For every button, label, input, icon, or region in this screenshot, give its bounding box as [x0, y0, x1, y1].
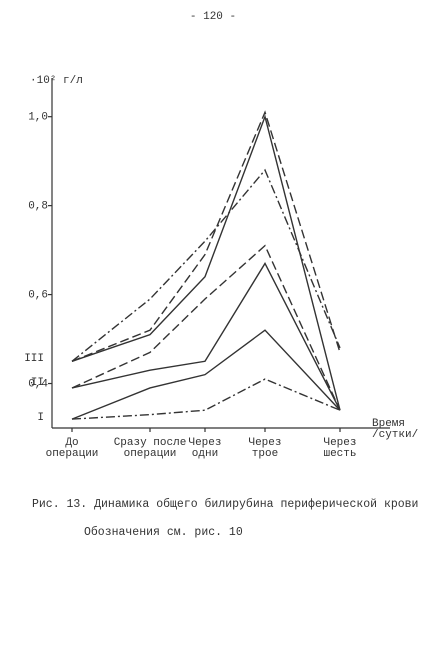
y-tick-label: 0,4 [28, 378, 48, 390]
curve-label: III [24, 353, 44, 365]
series-line [71, 114, 341, 411]
curve-label: II [31, 377, 44, 389]
y-tick-label: 0,6 [28, 289, 48, 301]
caption: Рис. 13. Динамика общего билирубина пери… [32, 498, 418, 511]
x-tick-label: Сразу после операции [114, 437, 187, 460]
note: Обозначения см. рис. 10 [84, 526, 243, 539]
series-line [71, 378, 341, 420]
page-number: - 120 - [190, 11, 236, 23]
series-line [71, 110, 341, 362]
x-tick-label: Через одни [188, 437, 221, 460]
curve-label: I [37, 412, 44, 424]
x-tick-label: Через шесть [323, 437, 356, 460]
x-tick-label: Через трое [248, 437, 281, 460]
series-line [71, 244, 341, 411]
y-tick-label: 0,8 [28, 201, 48, 213]
series-line [71, 262, 341, 411]
x-axis-label: Время/сутки/ [372, 418, 418, 441]
y-tick-label: 1,0 [28, 112, 48, 124]
series-line [71, 329, 341, 420]
x-tick-label: До операции [46, 437, 99, 460]
y-axis-label: ·10² г/л [30, 75, 83, 87]
